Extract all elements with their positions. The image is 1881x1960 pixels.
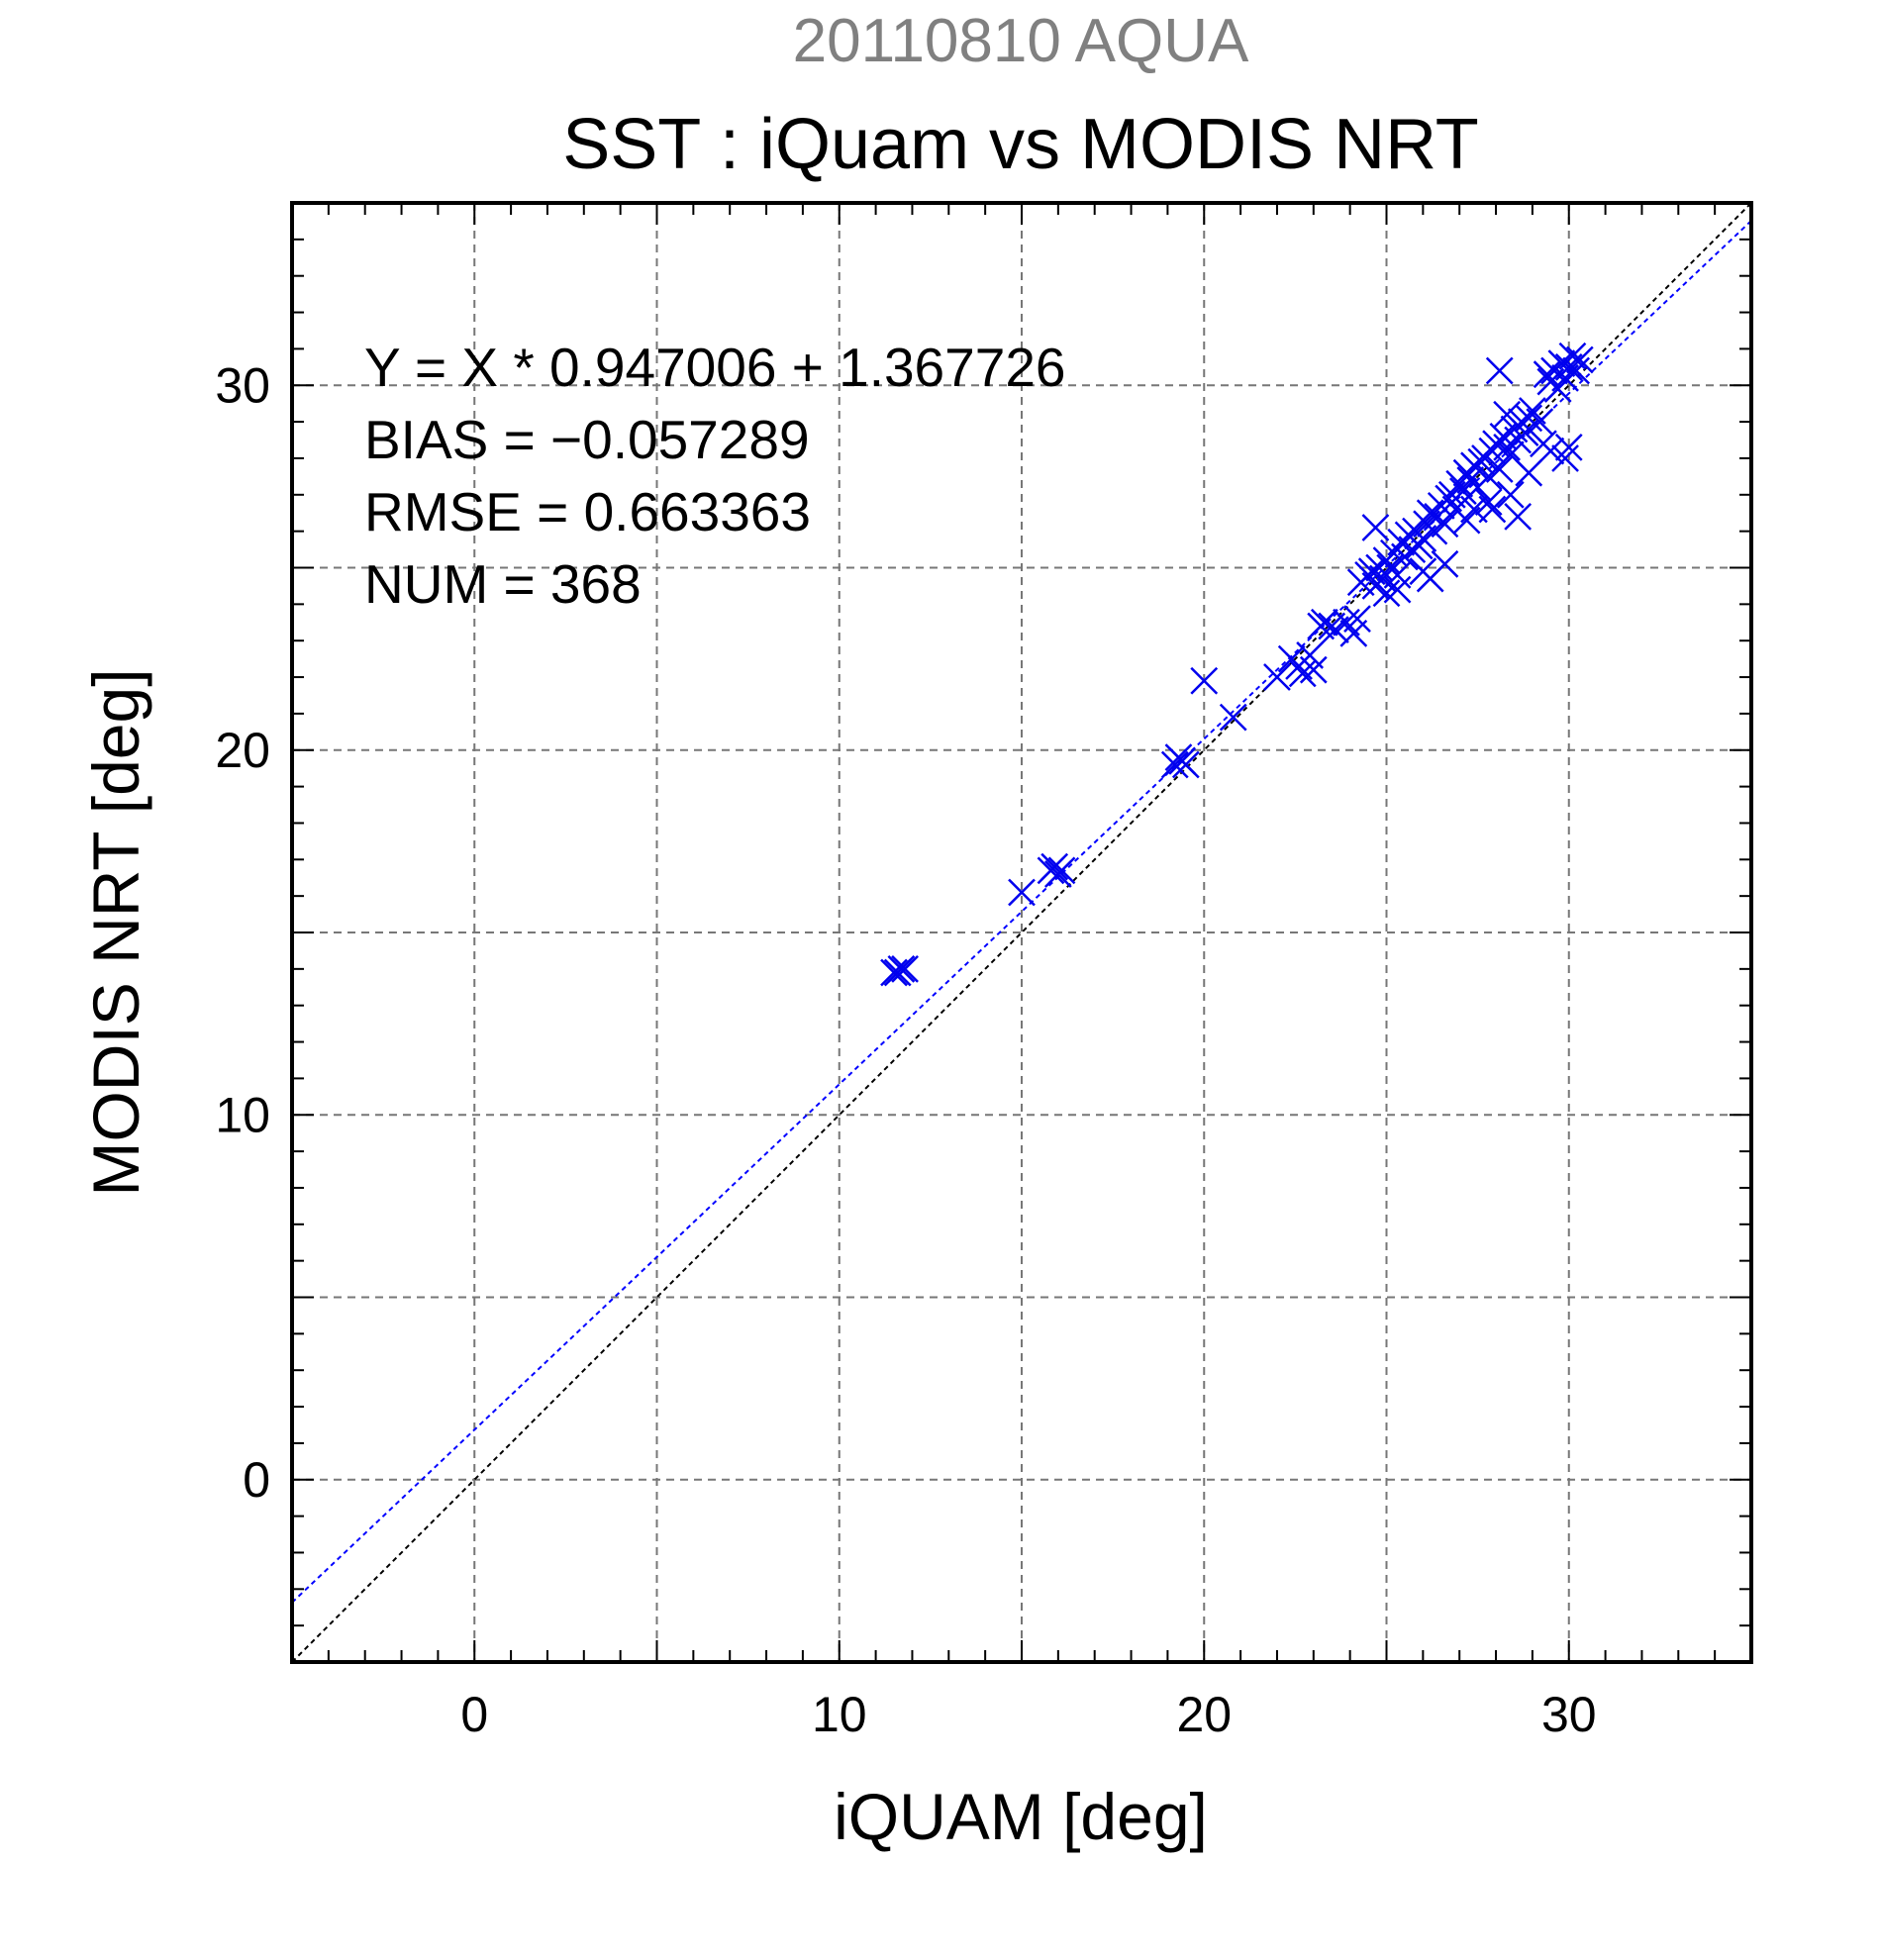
data-point bbox=[1485, 356, 1514, 385]
x-tick-label: 0 bbox=[460, 1687, 488, 1742]
data-point bbox=[1551, 444, 1579, 472]
data-point bbox=[1504, 503, 1533, 531]
data-point bbox=[1485, 455, 1514, 483]
data-point bbox=[1493, 400, 1521, 429]
chart-super-title: 20110810 AQUA bbox=[793, 7, 1249, 75]
data-point bbox=[1190, 666, 1219, 695]
x-tick-label: 20 bbox=[1176, 1687, 1232, 1742]
y-tick-label: 20 bbox=[215, 723, 270, 778]
y-tick-label: 30 bbox=[215, 357, 270, 413]
data-point bbox=[1530, 430, 1557, 458]
data-point bbox=[1409, 557, 1437, 586]
data-point bbox=[1164, 743, 1193, 772]
data-point bbox=[1040, 852, 1069, 881]
y-tick-label: 0 bbox=[243, 1452, 270, 1508]
fit-equation: Y = X * 0.947006 + 1.367726 bbox=[364, 337, 1066, 398]
num-stat: NUM = 368 bbox=[364, 553, 642, 615]
data-point bbox=[1383, 560, 1412, 589]
data-point bbox=[1299, 655, 1328, 684]
y-tick-label: 10 bbox=[215, 1087, 270, 1142]
data-point bbox=[1343, 605, 1371, 633]
data-point bbox=[1263, 663, 1291, 691]
x-tick-label: 10 bbox=[812, 1687, 867, 1742]
data-point bbox=[883, 958, 912, 987]
data-point bbox=[1562, 356, 1591, 385]
data-point bbox=[1160, 750, 1189, 779]
data-points bbox=[880, 342, 1594, 987]
chart-title: SST : iQuam vs MODIS NRT bbox=[562, 105, 1479, 184]
data-point bbox=[1554, 434, 1583, 461]
x-axis-label: iQUAM [deg] bbox=[834, 1780, 1208, 1853]
data-point bbox=[1565, 345, 1594, 374]
data-point bbox=[1533, 360, 1561, 389]
data-point bbox=[1460, 495, 1488, 524]
data-point bbox=[1474, 488, 1503, 517]
x-tick-label: 30 bbox=[1541, 1687, 1597, 1742]
bias-stat: BIAS = −0.057289 bbox=[364, 409, 810, 470]
data-point bbox=[1219, 703, 1247, 732]
data-point bbox=[1515, 458, 1543, 487]
data-point bbox=[1496, 480, 1525, 509]
data-point bbox=[1288, 659, 1317, 688]
data-point bbox=[1047, 856, 1076, 885]
plot-frame bbox=[290, 201, 1753, 1664]
data-point bbox=[880, 958, 908, 987]
y-axis-label: MODIS NRT [deg] bbox=[79, 668, 152, 1196]
data-point bbox=[1361, 514, 1390, 541]
data-point bbox=[1383, 575, 1412, 604]
data-point bbox=[891, 954, 919, 983]
tick-labels: 0 10 20 30 0 10 20 30 bbox=[215, 357, 1596, 1742]
data-point bbox=[1372, 579, 1401, 608]
rmse-stat: RMSE = 0.663363 bbox=[364, 481, 811, 542]
data-point bbox=[1008, 878, 1036, 907]
data-point bbox=[1431, 549, 1459, 578]
